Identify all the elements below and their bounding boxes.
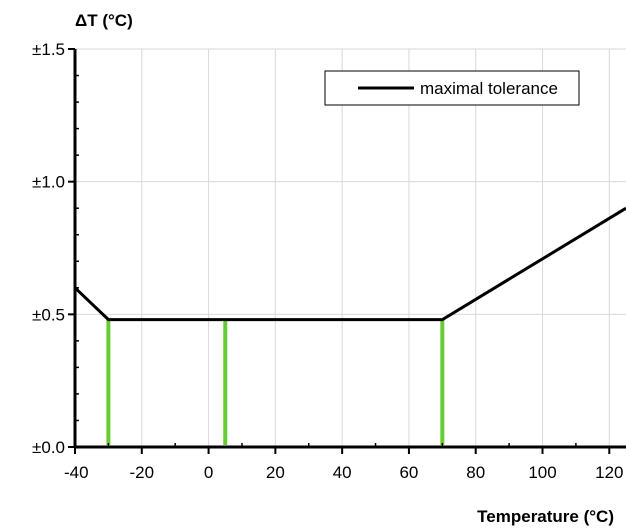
marker-bars — [106, 319, 445, 445]
x-tick-label: 80 — [466, 463, 485, 482]
y-axis-title: ΔT (°C) — [75, 11, 133, 30]
grid-lines — [75, 48, 626, 447]
x-tick-label: 40 — [333, 463, 352, 482]
series-lines — [73, 206, 626, 322]
x-tick-label: 120 — [595, 463, 623, 482]
legend: maximal tolerance — [324, 70, 580, 106]
x-tick-label: 0 — [204, 463, 213, 482]
tick-labels: ±0.0 ±0.5 ±1.0 ±1.5 -40 -20 0 20 40 60 80 100 120 — [32, 40, 623, 482]
x-tick-label: 20 — [266, 463, 285, 482]
series-line-maximal-tolerance — [73, 206, 626, 322]
x-tick-label: 100 — [528, 463, 556, 482]
x-axis-title: Temperature (°C) — [477, 507, 614, 526]
y-tick-label: ±0.5 — [32, 305, 65, 324]
x-tick-label: 60 — [399, 463, 418, 482]
x-tick-label: -40 — [64, 463, 89, 482]
y-tick-label: ±1.5 — [32, 40, 65, 59]
axes — [68, 48, 626, 454]
y-tick-label: ±1.0 — [32, 173, 65, 192]
x-tick-label: -20 — [129, 463, 154, 482]
y-tick-label: ±0.0 — [32, 438, 65, 457]
legend-entry-maximal-tolerance: maximal tolerance — [420, 79, 558, 98]
